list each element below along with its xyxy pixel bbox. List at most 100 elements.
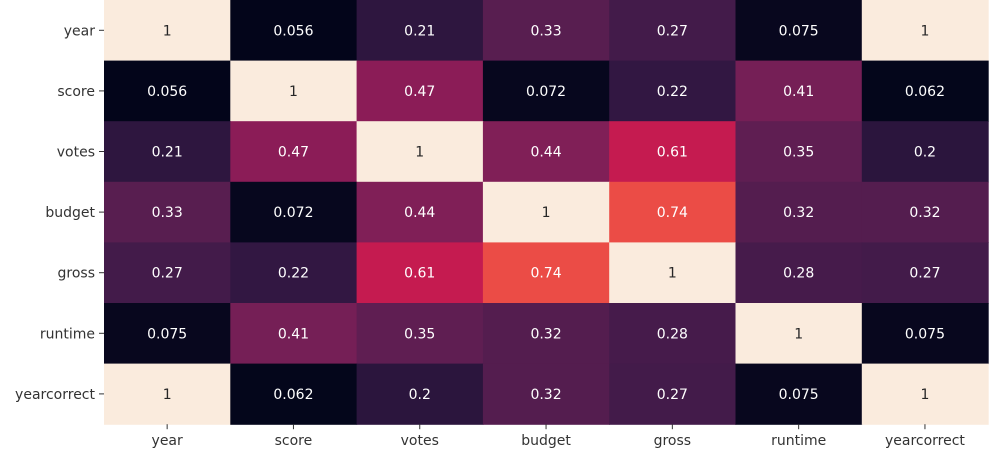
heatmap-cell-score-gross <box>609 60 737 122</box>
cell-value-label: 0.61 <box>657 145 688 161</box>
y-tick-label: runtime <box>40 326 95 342</box>
cell-value-label: 0.27 <box>657 23 688 39</box>
y-tick-label: gross <box>58 266 96 282</box>
heatmap-cell-runtime-votes <box>356 303 484 365</box>
heatmap-cell-year-score <box>230 0 358 62</box>
heatmap-cell-gross-yearcorrect <box>861 242 989 304</box>
cell-value-label: 0.21 <box>152 145 183 161</box>
cell-value-label: 0.47 <box>278 145 309 161</box>
cell-value-label: 1 <box>920 23 929 39</box>
y-tick-label: budget <box>45 205 95 221</box>
cell-value-label: 0.075 <box>779 387 819 403</box>
heatmap-cell-runtime-gross <box>609 303 737 365</box>
cell-value-label: 0.072 <box>273 205 313 221</box>
cell-value-label: 0.61 <box>404 266 435 282</box>
cell-value-label: 0.28 <box>657 326 688 342</box>
heatmap-cell-budget-yearcorrect <box>861 181 989 243</box>
cell-value-label: 0.28 <box>783 266 814 282</box>
heatmap-annotations: 1 0.056 0.21 0.33 0.27 0.075 10.056 1 0.47 0.072 0… <box>147 23 945 403</box>
heatmap-cell-score-runtime <box>735 60 863 122</box>
heatmap-cell-gross-votes <box>356 242 484 304</box>
x-axis-ticks: year score votes budget gross runtime yearcorr… <box>152 424 965 449</box>
heatmap-cell-score-votes <box>356 60 484 122</box>
cell-value-label: 1 <box>415 145 424 161</box>
heatmap-cell-runtime-yearcorrect <box>861 303 989 365</box>
heatmap-cell-votes-budget <box>482 121 610 183</box>
cell-value-label: 0.2 <box>914 145 936 161</box>
cell-value-label: 0.74 <box>530 266 561 282</box>
cell-value-label: 0.33 <box>152 205 183 221</box>
heatmap-cell-year-budget <box>482 0 610 62</box>
heatmap-cell-votes-votes <box>356 121 484 183</box>
heatmap-cell-runtime-year <box>104 303 231 365</box>
cell-value-label: 0.47 <box>404 84 435 100</box>
heatmap-cell-yearcorrect-gross <box>609 363 737 425</box>
heatmap-cell-votes-gross <box>609 121 737 183</box>
heatmap-cell-budget-budget <box>482 181 610 243</box>
cell-value-label: 0.32 <box>909 205 940 221</box>
cell-value-label: 0.072 <box>526 84 566 100</box>
cell-value-label: 0.075 <box>147 326 187 342</box>
heatmap-cell-yearcorrect-score <box>230 363 358 425</box>
cell-value-label: 0.062 <box>273 387 313 403</box>
cell-value-label: 0.27 <box>152 266 183 282</box>
x-tick-label: year <box>152 433 183 449</box>
cell-value-label: 1 <box>920 387 929 403</box>
y-tick-label: yearcorrect <box>15 387 95 403</box>
x-tick-label: score <box>275 433 313 449</box>
heatmap-cell-score-score <box>230 60 358 122</box>
heatmap-cell-votes-year <box>104 121 231 183</box>
cell-value-label: 0.075 <box>905 326 945 342</box>
x-tick-label: yearcorrect <box>885 433 965 449</box>
cell-value-label: 0.35 <box>783 145 814 161</box>
cell-value-label: 0.27 <box>657 387 688 403</box>
heatmap-cell-yearcorrect-votes <box>356 363 484 425</box>
cell-value-label: 0.74 <box>657 205 688 221</box>
heatmap-cell-yearcorrect-budget <box>482 363 610 425</box>
cell-value-label: 1 <box>794 326 803 342</box>
cell-value-label: 0.41 <box>783 84 814 100</box>
x-tick-label: runtime <box>771 433 826 449</box>
cell-value-label: 0.2 <box>409 387 431 403</box>
heatmap-cell-yearcorrect-yearcorrect <box>861 363 989 425</box>
cell-value-label: 0.44 <box>404 205 435 221</box>
heatmap-cell-gross-runtime <box>735 242 863 304</box>
x-tick-label: votes <box>401 433 439 449</box>
cell-value-label: 0.32 <box>530 387 561 403</box>
cell-value-label: 0.21 <box>404 23 435 39</box>
x-tick-label: budget <box>521 433 571 449</box>
heatmap-cell-votes-runtime <box>735 121 863 183</box>
heatmap-cell-gross-score <box>230 242 358 304</box>
cell-value-label: 1 <box>668 266 677 282</box>
cell-value-label: 1 <box>163 387 172 403</box>
y-tick-label: votes <box>57 145 95 161</box>
cell-value-label: 0.33 <box>530 23 561 39</box>
heatmap-cell-votes-yearcorrect <box>861 121 989 183</box>
heatmap-cell-gross-budget <box>482 242 610 304</box>
cell-value-label: 0.062 <box>905 84 945 100</box>
heatmap-cell-yearcorrect-runtime <box>735 363 863 425</box>
heatmap-cell-year-runtime <box>735 0 863 62</box>
cell-value-label: 0.056 <box>147 84 187 100</box>
heatmap-cell-runtime-budget <box>482 303 610 365</box>
cell-value-label: 0.075 <box>779 23 819 39</box>
heatmap-cell-score-year <box>104 60 231 122</box>
heatmap-cell-budget-gross <box>609 181 737 243</box>
cell-value-label: 0.32 <box>783 205 814 221</box>
cell-value-label: 0.22 <box>657 84 688 100</box>
heatmap-cell-score-yearcorrect <box>861 60 989 122</box>
heatmap-cell-budget-runtime <box>735 181 863 243</box>
heatmap-cell-budget-score <box>230 181 358 243</box>
heatmap-cell-budget-votes <box>356 181 484 243</box>
heatmap-cell-gross-gross <box>609 242 737 304</box>
heatmap-cell-yearcorrect-year <box>104 363 231 425</box>
cell-value-label: 1 <box>542 205 551 221</box>
heatmap-cell-year-gross <box>609 0 737 62</box>
heatmap-cell-year-votes <box>356 0 484 62</box>
heatmap-cell-budget-year <box>104 181 231 243</box>
y-axis-ticks: year score votes budget gross runtime yearcorr… <box>15 23 104 403</box>
heatmap-cell-votes-score <box>230 121 358 183</box>
heatmap-cell-year-yearcorrect <box>861 0 989 62</box>
